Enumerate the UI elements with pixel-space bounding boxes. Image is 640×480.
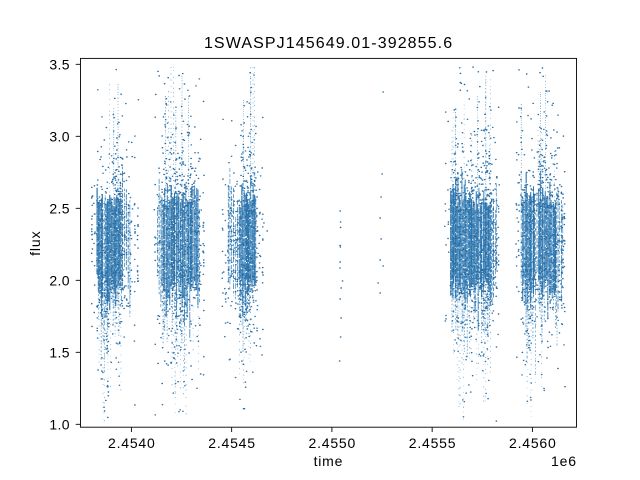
- svg-text:2.4550: 2.4550: [308, 435, 356, 451]
- svg-text:2.4540: 2.4540: [108, 435, 156, 451]
- svg-text:2.4560: 2.4560: [509, 435, 557, 451]
- svg-text:3.0: 3.0: [49, 128, 69, 144]
- svg-text:3.5: 3.5: [49, 56, 69, 72]
- svg-text:1.0: 1.0: [49, 416, 69, 432]
- svg-text:1e6: 1e6: [551, 453, 577, 469]
- svg-text:2.0: 2.0: [49, 272, 69, 288]
- svg-text:2.4545: 2.4545: [208, 435, 256, 451]
- svg-text:2.4555: 2.4555: [409, 435, 457, 451]
- svg-text:flux: flux: [27, 231, 43, 256]
- svg-text:time: time: [314, 453, 344, 469]
- svg-text:2.5: 2.5: [49, 200, 69, 216]
- svg-text:1.5: 1.5: [49, 344, 69, 360]
- svg-text:1SWASPJ145649.01-392855.6: 1SWASPJ145649.01-392855.6: [204, 35, 453, 52]
